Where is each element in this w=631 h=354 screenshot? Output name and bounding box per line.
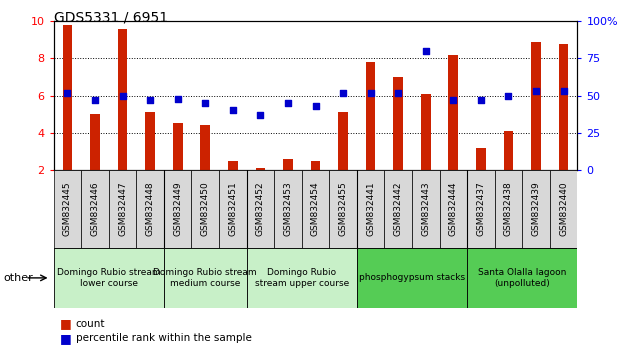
Text: percentile rank within the sample: percentile rank within the sample — [76, 333, 252, 343]
Bar — [449, 55, 458, 207]
Point — [90, 97, 100, 103]
FancyBboxPatch shape — [164, 248, 247, 308]
Bar — [531, 42, 541, 207]
Bar — [201, 125, 210, 207]
Text: GSM832437: GSM832437 — [476, 182, 485, 236]
Text: phosphogypsum stacks: phosphogypsum stacks — [359, 273, 465, 282]
Point — [145, 97, 155, 103]
FancyBboxPatch shape — [247, 170, 274, 248]
Text: other: other — [3, 273, 33, 283]
FancyBboxPatch shape — [357, 170, 384, 248]
Point — [531, 88, 541, 94]
FancyBboxPatch shape — [247, 248, 357, 308]
Text: GSM832455: GSM832455 — [339, 182, 348, 236]
FancyBboxPatch shape — [81, 170, 109, 248]
Point — [173, 96, 183, 101]
Bar — [421, 94, 430, 207]
Text: GDS5331 / 6951: GDS5331 / 6951 — [54, 11, 168, 25]
FancyBboxPatch shape — [384, 170, 412, 248]
FancyBboxPatch shape — [302, 170, 329, 248]
Text: GSM832450: GSM832450 — [201, 182, 209, 236]
Text: Domingo Rubio
stream upper course: Domingo Rubio stream upper course — [254, 268, 349, 287]
Bar — [559, 44, 569, 207]
Bar — [256, 168, 265, 207]
Point — [448, 97, 458, 103]
FancyBboxPatch shape — [274, 170, 302, 248]
Point — [256, 112, 266, 118]
FancyBboxPatch shape — [495, 170, 522, 248]
Text: GSM832449: GSM832449 — [173, 182, 182, 236]
Bar — [118, 29, 127, 207]
Text: Domingo Rubio stream
medium course: Domingo Rubio stream medium course — [153, 268, 257, 287]
Text: GSM832438: GSM832438 — [504, 182, 513, 236]
FancyBboxPatch shape — [550, 170, 577, 248]
FancyBboxPatch shape — [329, 170, 357, 248]
Text: GSM832439: GSM832439 — [531, 182, 541, 236]
Bar — [504, 131, 513, 207]
Bar — [283, 159, 293, 207]
Text: GSM832454: GSM832454 — [311, 182, 320, 236]
Point — [117, 93, 127, 98]
Text: count: count — [76, 319, 105, 329]
Bar — [173, 124, 182, 207]
FancyBboxPatch shape — [191, 170, 219, 248]
Point — [393, 90, 403, 96]
Text: GSM832445: GSM832445 — [63, 182, 72, 236]
Bar — [310, 161, 321, 207]
Bar — [338, 112, 348, 207]
Point — [476, 97, 486, 103]
FancyBboxPatch shape — [467, 170, 495, 248]
FancyBboxPatch shape — [412, 170, 440, 248]
Point — [558, 88, 569, 94]
FancyBboxPatch shape — [54, 170, 81, 248]
Text: GSM832442: GSM832442 — [394, 182, 403, 236]
Text: GSM832452: GSM832452 — [256, 182, 265, 236]
Bar — [476, 148, 486, 207]
Point — [338, 90, 348, 96]
FancyBboxPatch shape — [54, 248, 164, 308]
Point — [504, 93, 514, 98]
FancyBboxPatch shape — [109, 170, 136, 248]
FancyBboxPatch shape — [522, 170, 550, 248]
Text: GSM832453: GSM832453 — [283, 182, 292, 236]
Text: GSM832446: GSM832446 — [90, 182, 100, 236]
Bar — [393, 77, 403, 207]
Bar — [228, 161, 238, 207]
Bar — [145, 112, 155, 207]
FancyBboxPatch shape — [467, 248, 577, 308]
FancyBboxPatch shape — [440, 170, 467, 248]
Text: ■: ■ — [60, 318, 72, 330]
Text: GSM832440: GSM832440 — [559, 182, 568, 236]
Text: GSM832443: GSM832443 — [422, 182, 430, 236]
Text: GSM832441: GSM832441 — [366, 182, 375, 236]
Point — [228, 108, 238, 113]
Bar — [62, 25, 72, 207]
FancyBboxPatch shape — [164, 170, 191, 248]
Bar — [90, 114, 100, 207]
FancyBboxPatch shape — [357, 248, 467, 308]
Point — [200, 100, 210, 106]
Text: GSM832451: GSM832451 — [228, 182, 237, 236]
Text: GSM832447: GSM832447 — [118, 182, 127, 236]
Text: Domingo Rubio stream
lower course: Domingo Rubio stream lower course — [57, 268, 160, 287]
Point — [62, 90, 73, 96]
Point — [365, 90, 375, 96]
FancyBboxPatch shape — [219, 170, 247, 248]
Text: Santa Olalla lagoon
(unpolluted): Santa Olalla lagoon (unpolluted) — [478, 268, 567, 287]
Point — [283, 100, 293, 106]
FancyBboxPatch shape — [136, 170, 164, 248]
Text: ■: ■ — [60, 332, 72, 344]
Point — [310, 103, 321, 109]
Text: GSM832448: GSM832448 — [146, 182, 155, 236]
Bar — [366, 62, 375, 207]
Point — [421, 48, 431, 54]
Text: GSM832444: GSM832444 — [449, 182, 458, 236]
